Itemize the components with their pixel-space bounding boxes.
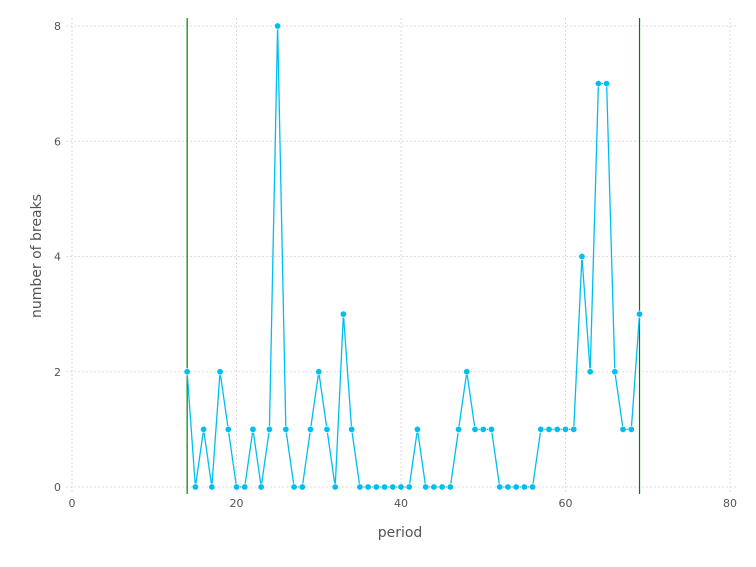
- data-point: [200, 425, 208, 433]
- y-axis-label: number of breaks: [29, 194, 45, 318]
- series-layer: [183, 22, 644, 491]
- data-point: [274, 22, 282, 30]
- data-point: [298, 483, 306, 491]
- data-point: [323, 425, 331, 433]
- data-point: [364, 483, 372, 491]
- data-point: [241, 483, 249, 491]
- y-tick-label: 4: [54, 251, 61, 264]
- data-point: [537, 425, 545, 433]
- data-point: [471, 425, 479, 433]
- data-point: [636, 310, 644, 318]
- data-point: [594, 80, 602, 88]
- data-point: [397, 483, 405, 491]
- data-point: [422, 483, 430, 491]
- data-point: [479, 425, 487, 433]
- x-tick-label: 80: [723, 497, 737, 510]
- data-point: [249, 425, 257, 433]
- data-point: [307, 425, 315, 433]
- x-tick-label: 20: [230, 497, 244, 510]
- data-point: [603, 80, 611, 88]
- data-point: [496, 483, 504, 491]
- x-axis-label: period: [378, 525, 423, 541]
- data-point: [356, 483, 364, 491]
- data-point: [282, 425, 290, 433]
- data-point: [405, 483, 413, 491]
- data-point: [257, 483, 265, 491]
- tick-labels: 0 20 40 60 80 0 2 4 6 8: [54, 20, 737, 510]
- y-tick-label: 0: [54, 481, 61, 494]
- data-point: [578, 253, 586, 261]
- data-point: [545, 425, 553, 433]
- data-point: [586, 368, 594, 376]
- y-tick-label: 2: [54, 366, 61, 379]
- x-tick-label: 60: [559, 497, 573, 510]
- data-point: [627, 425, 635, 433]
- data-point: [487, 425, 495, 433]
- data-point: [570, 425, 578, 433]
- data-point: [265, 425, 273, 433]
- data-point: [348, 425, 356, 433]
- data-point: [233, 483, 241, 491]
- y-tick-label: 6: [54, 135, 61, 148]
- data-point: [446, 483, 454, 491]
- data-point: [553, 425, 561, 433]
- grid: [66, 18, 736, 494]
- data-point: [561, 425, 569, 433]
- data-point: [455, 425, 463, 433]
- data-point: [372, 483, 380, 491]
- y-tick-label: 8: [54, 20, 61, 33]
- data-point: [315, 368, 323, 376]
- x-tick-label: 0: [69, 497, 76, 510]
- x-tick-label: 40: [394, 497, 408, 510]
- data-point: [611, 368, 619, 376]
- data-point: [389, 483, 397, 491]
- data-point: [216, 368, 224, 376]
- data-point: [339, 310, 347, 318]
- data-point: [331, 483, 339, 491]
- data-point: [430, 483, 438, 491]
- data-point: [504, 483, 512, 491]
- data-point: [619, 425, 627, 433]
- data-point: [413, 425, 421, 433]
- data-point: [208, 483, 216, 491]
- data-point: [512, 483, 520, 491]
- data-point: [463, 368, 471, 376]
- data-point: [183, 368, 191, 376]
- data-point: [290, 483, 298, 491]
- data-point: [529, 483, 537, 491]
- vertical-markers: [186, 18, 641, 494]
- data-point: [191, 483, 199, 491]
- data-point: [438, 483, 446, 491]
- data-point: [381, 483, 389, 491]
- data-point: [224, 425, 232, 433]
- data-point: [520, 483, 528, 491]
